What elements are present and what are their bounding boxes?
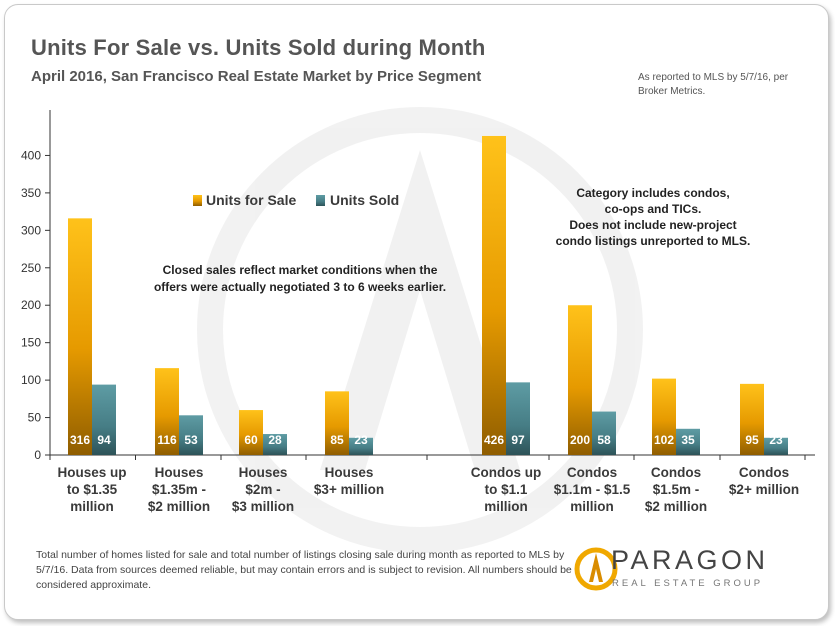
annotation-closed-sales: Closed sales reflect market conditions w…: [163, 263, 438, 277]
x-category-label: million: [484, 499, 528, 514]
x-category-label: $2 million: [645, 499, 707, 514]
bar-units-for-sale: [68, 218, 92, 455]
x-category-label: $2m -: [245, 482, 280, 497]
bar-units-sold: [349, 437, 373, 455]
x-category-label: $1.1m - $1.5: [554, 482, 631, 497]
x-category-label: $1.35m -: [152, 482, 206, 497]
data-label-units-sold: 97: [511, 433, 525, 447]
y-tick-label: 200: [21, 298, 41, 312]
bar-units-for-sale: [482, 135, 506, 455]
legend-label-units-sold: Units Sold: [330, 192, 399, 208]
data-label-units-for-sale: 102: [654, 433, 674, 447]
data-label-units-sold: 35: [681, 433, 695, 447]
x-category-label: $2 million: [148, 499, 210, 514]
bar-units-sold: [592, 411, 616, 455]
data-label-units-sold: 23: [769, 433, 783, 447]
data-label-units-sold: 23: [354, 433, 368, 447]
x-category-label: Condos up: [471, 465, 542, 480]
bar-units-for-sale: [239, 410, 263, 455]
bar-units-sold: [92, 384, 116, 455]
source-note: As reported to MLS by 5/7/16, per Broker…: [638, 72, 789, 97]
data-label-units-for-sale: 60: [244, 433, 258, 447]
annotation-category-note: Category includes condos,: [576, 186, 729, 200]
x-category-label: $3+ million: [314, 482, 384, 497]
data-label-units-sold: 28: [268, 433, 282, 447]
x-category-label: Houses: [325, 465, 374, 480]
bar-units-for-sale: [740, 383, 764, 455]
annotation-category-note: condo listings unreported to MLS.: [556, 234, 751, 248]
data-label-units-for-sale: 200: [570, 433, 590, 447]
chart-subtitle: April 2016, San Francisco Real Estate Ma…: [31, 68, 482, 85]
x-category-label: million: [70, 499, 114, 514]
y-tick-label: 400: [21, 148, 41, 162]
data-label-units-sold: 94: [97, 433, 111, 447]
brand-tagline: REAL ESTATE GROUP: [612, 578, 764, 589]
data-label-units-sold: 53: [184, 433, 198, 447]
paragon-logo-icon: [574, 547, 618, 591]
annotation-category-note: Does not include new-project: [569, 218, 736, 232]
legend-swatch-units-sold: [316, 195, 325, 206]
y-tick-label: 300: [21, 223, 41, 237]
data-label-units-sold: 58: [597, 433, 611, 447]
legend-swatch-units-for-sale: [193, 195, 202, 206]
data-label-units-for-sale: 116: [157, 433, 177, 447]
bar-units-sold: [263, 434, 287, 455]
y-tick-label: 100: [21, 373, 41, 387]
x-category-label: Houses: [239, 465, 288, 480]
x-category-label: Houses: [155, 465, 204, 480]
bar-units-sold: [764, 437, 788, 455]
x-category-label: Condos: [739, 465, 789, 480]
bar-units-for-sale: [155, 368, 179, 455]
y-tick-label: 50: [28, 411, 42, 425]
x-category-label: $3 million: [232, 499, 294, 514]
x-category-label: to $1.35: [67, 482, 118, 497]
y-tick-label: 150: [21, 336, 41, 350]
watermark-logo-icon: [197, 107, 643, 553]
x-category-label: $1.5m -: [653, 482, 700, 497]
x-category-label: Condos: [651, 465, 701, 480]
bar-units-sold: [506, 382, 530, 455]
data-label-units-for-sale: 316: [70, 433, 90, 447]
bar-units-sold: [676, 428, 700, 455]
chart-title: Units For Sale vs. Units Sold during Mon…: [31, 35, 486, 60]
x-category-label: million: [570, 499, 614, 514]
bar-units-sold: [179, 415, 203, 455]
x-category-label: Condos: [567, 465, 617, 480]
footnote: Total number of homes listed for sale an…: [36, 549, 572, 591]
y-tick-label: 250: [21, 261, 41, 275]
x-category-label: Houses up: [57, 465, 126, 480]
annotation-category-note: co-ops and TICs.: [605, 202, 702, 216]
data-label-units-for-sale: 85: [330, 433, 344, 447]
data-label-units-for-sale: 95: [745, 433, 759, 447]
x-category-label: $2+ million: [729, 482, 799, 497]
bar-units-for-sale: [325, 391, 349, 455]
y-tick-label: 350: [21, 186, 41, 200]
bar-units-for-sale: [652, 378, 676, 455]
x-category-label: to $1.1: [485, 482, 528, 497]
brand-name: PARAGON: [611, 545, 769, 575]
y-tick-label: 0: [34, 448, 41, 462]
annotation-closed-sales: offers were actually negotiated 3 to 6 w…: [154, 280, 446, 294]
data-label-units-for-sale: 426: [484, 433, 504, 447]
bar-units-for-sale: [568, 305, 592, 455]
chart-frame: Units For Sale vs. Units Sold during Mon…: [4, 4, 829, 620]
legend-label-units-for-sale: Units for Sale: [206, 192, 296, 208]
